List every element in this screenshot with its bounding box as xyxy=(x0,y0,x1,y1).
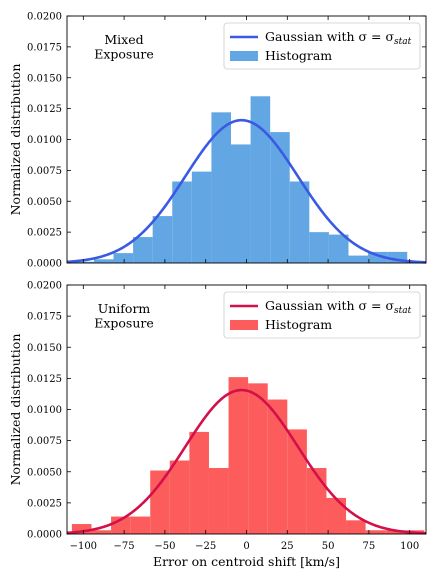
x-tick-label: −50 xyxy=(154,541,175,552)
histogram-bar xyxy=(385,530,405,534)
x-tick-label: 75 xyxy=(363,541,376,552)
y-tick-label: 0.0125 xyxy=(27,104,62,115)
x-tick-label: 100 xyxy=(400,541,419,552)
y-tick-label: 0.0150 xyxy=(27,343,62,354)
histogram-bar xyxy=(287,429,307,534)
legend-label: Gaussian with σ = σstat xyxy=(265,29,412,47)
y-tick-label: 0.0100 xyxy=(27,405,62,416)
y-tick-label: 0.0050 xyxy=(27,467,62,478)
histogram-bar xyxy=(74,261,94,263)
gaussian-curve xyxy=(66,118,427,264)
x-tick-label: 25 xyxy=(281,541,294,552)
y-tick-label: 0.0100 xyxy=(27,135,62,146)
x-tick-label: 50 xyxy=(322,541,335,552)
histogram-bar xyxy=(130,516,151,534)
panel-uniform-exposure: 0.0000 0.0025 0.0050 0.0075 0.0100 0.0125 0.01… xyxy=(8,281,427,552)
histogram-bar xyxy=(133,237,153,263)
legend-label: Gaussian with σ = σstat xyxy=(265,298,412,316)
x-tick-label: −25 xyxy=(195,541,216,552)
y-tick-label: 0.0125 xyxy=(27,374,62,385)
y-tick-label: 0.0200 xyxy=(27,281,62,292)
y-tick-label: 0.0025 xyxy=(27,228,62,239)
legend-box xyxy=(223,291,421,339)
histogram-bar xyxy=(211,112,231,263)
histogram-bar xyxy=(306,468,327,534)
gaussian-curve xyxy=(66,388,427,535)
y-tick-label: 0.0000 xyxy=(27,259,62,270)
histogram xyxy=(74,96,408,264)
histogram-bar xyxy=(93,259,114,263)
y-tick-label: 0.0175 xyxy=(27,312,62,323)
x-tick-label: −75 xyxy=(114,541,135,552)
histogram-bar xyxy=(328,234,349,263)
y-tick-label: 0.0075 xyxy=(27,166,62,177)
y-axis-label: Normalized distribution xyxy=(8,334,23,486)
histogram-bar xyxy=(289,181,310,263)
histogram-bar xyxy=(208,468,229,534)
histogram-bar xyxy=(368,251,388,263)
histogram-bar xyxy=(387,251,408,263)
histogram-bar xyxy=(348,255,369,263)
y-axis-label: Normalized distribution xyxy=(8,64,23,216)
exposure-annotation: Uniform Exposure xyxy=(94,301,154,331)
histogram-bar xyxy=(169,460,190,534)
exposure-annotation: Mixed Exposure xyxy=(94,32,154,62)
histogram-bar xyxy=(250,96,271,264)
histogram-bar xyxy=(150,470,170,534)
histogram-bar xyxy=(346,520,366,534)
histogram-bar xyxy=(189,431,209,534)
histogram-bar xyxy=(270,132,290,263)
x-axis-label: Error on centroid shift [km/s] xyxy=(153,554,340,569)
histogram xyxy=(71,377,425,534)
legend-patch-swatch xyxy=(230,51,258,61)
histogram-bar xyxy=(71,524,92,534)
histogram-bar xyxy=(248,383,268,534)
panel-mixed-exposure: 0.0000 0.0025 0.0050 0.0075 0.0100 0.0125 0.01… xyxy=(8,12,427,270)
legend-box xyxy=(223,22,421,70)
histogram-bar xyxy=(326,497,347,534)
histogram-bar xyxy=(91,530,112,534)
histogram-bar xyxy=(191,171,212,263)
legend-label: Histogram xyxy=(265,48,332,63)
histogram-bar xyxy=(172,181,192,263)
histogram-bar xyxy=(152,216,173,263)
histogram-bar xyxy=(228,377,249,534)
y-tick-label: 0.0200 xyxy=(27,12,62,23)
legend-label: Histogram xyxy=(265,317,332,332)
x-tick-label: −100 xyxy=(70,541,97,552)
legend-patch-swatch xyxy=(230,320,258,330)
histogram-bar xyxy=(309,232,329,263)
histogram-bar xyxy=(230,144,251,263)
y-tick-label: 0.0025 xyxy=(27,498,62,509)
histogram-bar xyxy=(267,399,288,534)
y-tick-label: 0.0000 xyxy=(27,530,62,541)
x-tick-label: 0 xyxy=(243,541,249,552)
histogram-bar xyxy=(113,253,134,263)
histogram-bar xyxy=(365,530,386,534)
y-tick-label: 0.0075 xyxy=(27,436,62,447)
y-tick-label: 0.0175 xyxy=(27,42,62,53)
y-tick-label: 0.0050 xyxy=(27,197,62,208)
y-tick-label: 0.0150 xyxy=(27,73,62,84)
